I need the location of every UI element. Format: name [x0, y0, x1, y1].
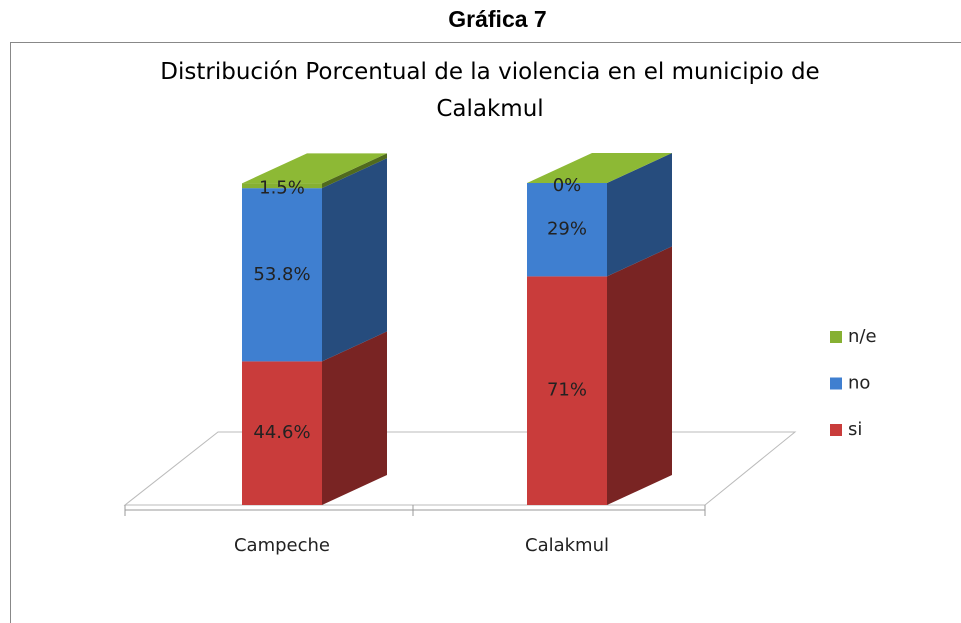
- bar-top: [527, 153, 672, 183]
- bar-side: [607, 246, 672, 505]
- bar-side: [322, 331, 387, 505]
- bar-front: [242, 188, 322, 362]
- bar-front: [242, 361, 322, 505]
- x-tick-label: Campeche: [234, 535, 330, 556]
- bar-front: [527, 276, 607, 505]
- bar-side: [322, 153, 387, 189]
- data-label: 1.5%: [259, 178, 305, 199]
- legend-swatch: [830, 424, 842, 436]
- bar-front: [527, 183, 607, 277]
- chart-title: Distribución Porcentual de la violencia …: [160, 59, 820, 122]
- legend-swatch: [830, 331, 842, 343]
- bar-front: [242, 183, 322, 189]
- chart-frame: [10, 42, 961, 623]
- legend-label: si: [848, 419, 862, 440]
- bar-side: [607, 153, 672, 277]
- data-label: 53.8%: [253, 264, 310, 285]
- heading: Gráfica 7: [448, 6, 547, 32]
- bar-side: [322, 158, 387, 362]
- legend-label: no: [848, 373, 870, 394]
- legend-label: n/e: [848, 326, 877, 347]
- legend-swatch: [830, 377, 842, 390]
- bar-top: [242, 153, 387, 184]
- data-label: 71%: [547, 380, 587, 401]
- data-label: 44.6%: [253, 422, 310, 443]
- data-label: 0%: [553, 175, 582, 196]
- data-label: 29%: [547, 219, 587, 240]
- x-tick-label: Calakmul: [525, 535, 609, 556]
- floor: [123, 431, 797, 506]
